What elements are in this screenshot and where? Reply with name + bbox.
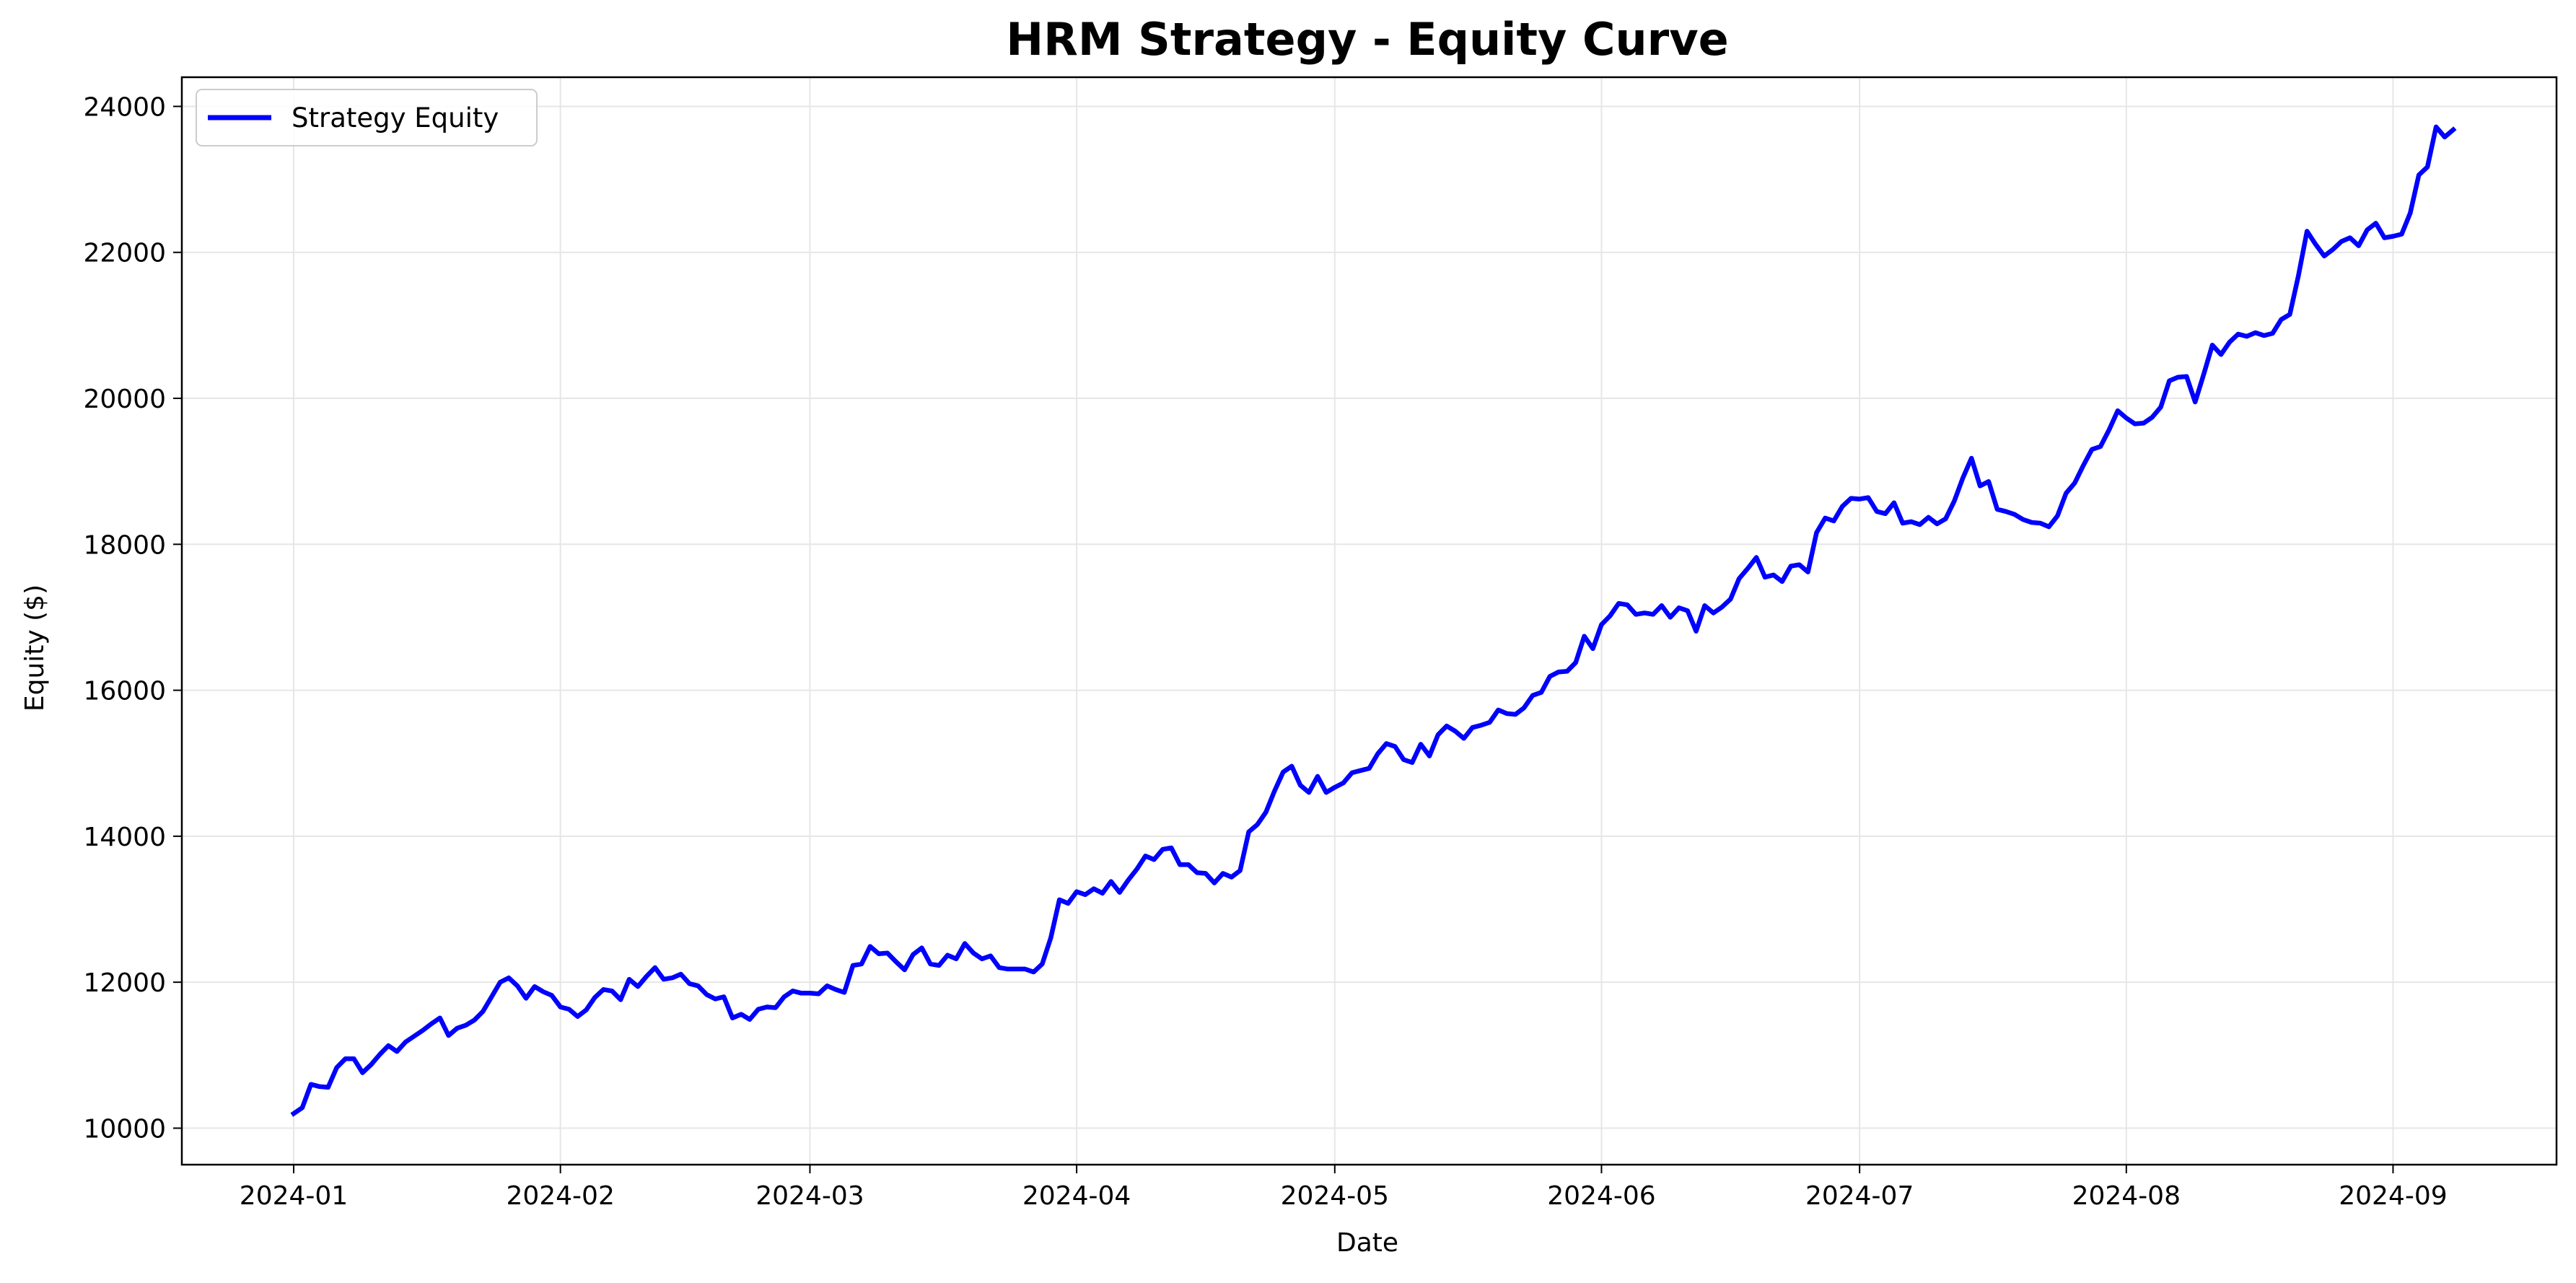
x-tick-label: 2024-08 [2072, 1181, 2181, 1211]
x-tick-label: 2024-02 [506, 1181, 614, 1211]
series-line-strategy-equity [290, 124, 2457, 1117]
y-tick-label: 10000 [83, 1114, 166, 1144]
x-tick-label: 2024-09 [2339, 1181, 2447, 1211]
y-axis-label: Equity ($) [20, 584, 50, 711]
x-tick-label: 2024-07 [1805, 1181, 1914, 1211]
y-tick-label: 14000 [83, 823, 166, 852]
y-tick-label: 20000 [83, 385, 166, 414]
x-tick-label: 2024-06 [1547, 1181, 1655, 1211]
y-tick-label: 18000 [83, 530, 166, 560]
x-tick-label: 2024-04 [1022, 1181, 1131, 1211]
legend: Strategy Equity [196, 89, 538, 146]
y-tick-label: 24000 [83, 92, 166, 122]
y-tick-label: 16000 [83, 677, 166, 706]
axis-ticks: 2024-01 2024-02 2024-03 2024-04 2024-05 2024-… [83, 92, 2447, 1211]
y-tick-label: 12000 [83, 968, 166, 998]
legend-label-strategy-equity: Strategy Equity [292, 102, 499, 133]
axes-frame [180, 76, 2558, 1166]
x-tick-label: 2024-01 [240, 1181, 348, 1211]
chart-title: HRM Strategy - Equity Curve [1006, 13, 1728, 66]
y-tick-label: 22000 [83, 239, 166, 268]
legend-box [196, 89, 538, 146]
x-axis-label: Date [1336, 1228, 1398, 1258]
grid-lines [182, 77, 2557, 1165]
x-tick-label: 2024-03 [755, 1181, 864, 1211]
series-layer [290, 124, 2457, 1117]
x-tick-label: 2024-05 [1281, 1181, 1389, 1211]
